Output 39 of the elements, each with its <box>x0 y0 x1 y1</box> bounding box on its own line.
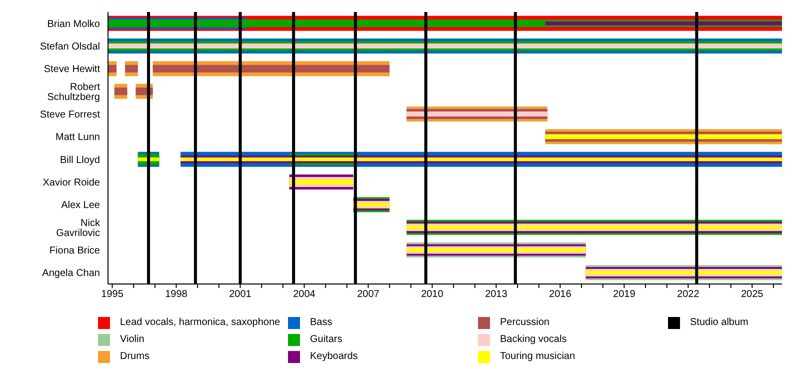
bar <box>114 88 128 96</box>
y-tick-label: Steve Hewitt <box>44 64 100 76</box>
bar <box>152 64 390 72</box>
bar <box>108 64 117 72</box>
x-tick-label: 2022 <box>677 289 700 300</box>
y-tick-label: Robert Schultzberg <box>47 82 100 103</box>
x-tick-label: 2016 <box>549 289 572 300</box>
x-tick-label: 1995 <box>101 289 124 300</box>
x-tick-label: 1998 <box>165 289 188 300</box>
y-tick-label: Alex Lee <box>61 200 100 212</box>
legend-label: Studio album <box>690 317 748 328</box>
x-tick-label: 2004 <box>293 289 316 300</box>
bar <box>545 134 782 140</box>
legend-label: Lead vocals, harmonica, saxophone <box>120 317 280 328</box>
y-tick-label: Brian Molko <box>47 18 100 30</box>
legend-label: Guitars <box>310 334 342 345</box>
y-tick-label: Angela Chan <box>42 268 100 280</box>
bar <box>125 64 138 72</box>
legend-label: Touring musician <box>500 351 576 362</box>
y-tick-label: Bill Lloyd <box>60 154 100 166</box>
x-tick-label: 2007 <box>357 289 380 300</box>
bar <box>289 180 354 184</box>
y-tick-label: Fiona Brice <box>49 246 100 257</box>
legend-label: Bass <box>310 317 332 328</box>
x-tick-label: 2001 <box>229 289 252 300</box>
y-tick-label: Nick Gavrilovic <box>56 218 101 239</box>
legend-label: Percussion <box>500 317 550 328</box>
legend-label: Drums <box>120 351 150 362</box>
y-tick-label: Stefan Olsdal <box>40 42 100 53</box>
y-tick-label: Xavior Roide <box>42 178 100 189</box>
x-tick-label: 2010 <box>421 289 444 300</box>
legend-label: Violin <box>120 334 144 345</box>
y-tick-label: Steve Forrest <box>40 110 100 121</box>
y-tick-label: Matt Lunn <box>56 132 100 144</box>
x-tick-label: 2013 <box>485 289 508 300</box>
x-tick-label: 2019 <box>613 289 636 300</box>
legend-label: Backing vocals <box>500 334 567 345</box>
x-tick-label: 2025 <box>741 289 764 300</box>
legend-label: Keyboards <box>310 351 358 362</box>
